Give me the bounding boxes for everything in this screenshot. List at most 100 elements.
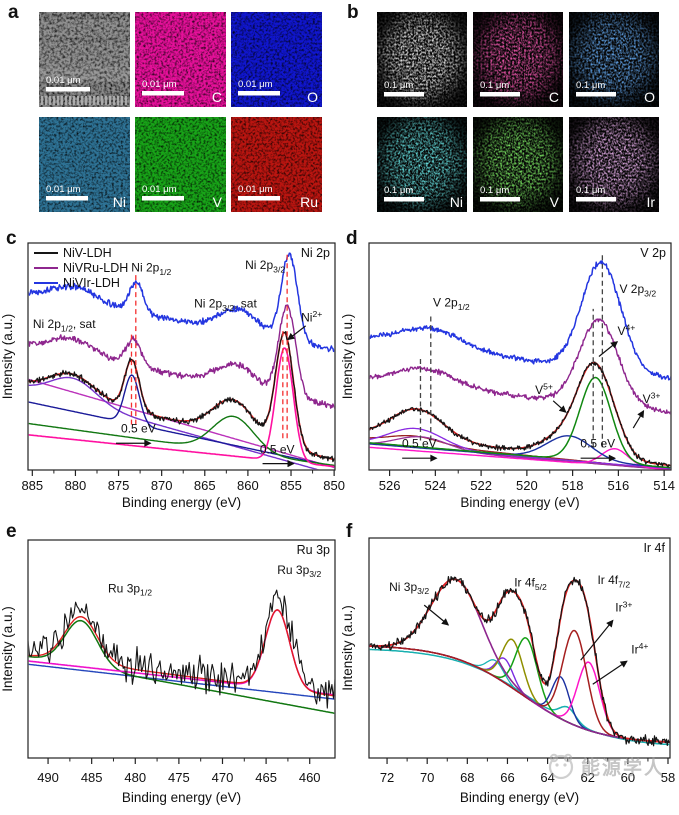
- x-tick-f-62: 62: [580, 770, 594, 785]
- annotation-f-3: Ir3+: [615, 599, 632, 614]
- x-tick-e-470: 470: [212, 770, 234, 785]
- curve-d-v5plus-fit: [369, 435, 671, 469]
- x-tick-d-522: 522: [470, 478, 492, 493]
- eds-map-tile-Ru-a: 0.01 μm Ru: [231, 117, 322, 212]
- curve-e-envelope: [28, 609, 335, 697]
- panel-letter-b: b: [347, 2, 359, 23]
- eds-map-tile-Ni-b: 0.1 μm Ni: [377, 117, 467, 212]
- annotation-d-6: 0.5 eV: [580, 436, 615, 450]
- x-tick-c-865: 865: [194, 478, 216, 493]
- eds-map-tile-Ir-b: 0.1 μm Ir: [569, 117, 659, 212]
- curve-d-NiVIr-LDH: [369, 260, 671, 381]
- curve-d-NiVRu-LDH: [369, 318, 671, 415]
- svg-text:0.01 μm: 0.01 μm: [46, 184, 81, 195]
- x-tick-c-850: 850: [323, 478, 345, 493]
- annotation-c-4: Ni2+: [301, 309, 322, 324]
- element-label-Ni: Ni: [450, 194, 463, 210]
- annotation-e-0: Ru 3p1/2: [108, 581, 152, 597]
- annotation-c-1: Ni 2p3/2, sat: [194, 297, 257, 313]
- panel-letter-a: a: [8, 2, 19, 23]
- panel-d-xps-v2p: V 2p1/2 V 2p3/2 V5+ V4+ V3+ 0.5 eV 0.5 eV V 2p 5…: [340, 242, 675, 510]
- curve-c-NiV-LDH: [28, 330, 335, 463]
- annotation-d-5: 0.5 eV: [402, 436, 437, 450]
- element-label-V: V: [213, 194, 223, 210]
- x-tick-d-520: 520: [516, 478, 538, 493]
- eds-map-tile-O-a: 0.01 μm O: [231, 12, 322, 107]
- element-label-C: C: [212, 89, 222, 105]
- curve-f-comp-violet: [369, 645, 670, 743]
- curve-c-ni-2p12-fit: [28, 374, 335, 468]
- curve-d-v3plus-fit: [369, 446, 671, 470]
- svg-text:0.01 μm: 0.01 μm: [238, 184, 273, 195]
- x-tick-f-60: 60: [621, 770, 635, 785]
- annotation-d-2: V5+: [535, 382, 553, 397]
- curve-d-sat-fit-2: [369, 436, 670, 470]
- x-tick-e-485: 485: [81, 770, 103, 785]
- x-tick-e-475: 475: [168, 770, 190, 785]
- y-axis-label-d: Intensity (a.u.): [340, 314, 355, 400]
- x-tick-c-860: 860: [237, 478, 259, 493]
- svg-text:0.01 μm: 0.01 μm: [46, 75, 81, 86]
- curve-d-sat-fit-1: [369, 427, 671, 470]
- x-axis-label-c: Binding energy (eV): [122, 495, 241, 510]
- x-tick-f-64: 64: [540, 770, 554, 785]
- element-label-V: V: [550, 194, 560, 210]
- eds-map-tile-tem-b: 0.1 μm: [377, 12, 467, 107]
- panel-letter-e: e: [6, 521, 17, 542]
- eds-map-tile-C-b: 0.1 μm C: [473, 12, 563, 107]
- svg-text:0.1 μm: 0.1 μm: [480, 80, 509, 91]
- curve-c-NiVRu-LDH: [28, 304, 335, 409]
- annotation-arrow-d-1: [598, 341, 619, 357]
- panel-letter-c: c: [6, 228, 17, 249]
- x-tick-f-58: 58: [661, 770, 675, 785]
- annotation-d-1: V 2p3/2: [619, 282, 656, 298]
- legend-label-NiV-LDH: NiV-LDH: [63, 246, 112, 260]
- x-tick-d-518: 518: [562, 478, 584, 493]
- annotation-c-2: Ni 2p3/2: [245, 258, 285, 274]
- annotation-c-6: 0.5 eV: [260, 443, 295, 457]
- curve-d-v4plus-fit: [369, 376, 671, 469]
- element-label-O: O: [644, 89, 655, 105]
- y-axis-label-f: Intensity (a.u.): [340, 605, 355, 691]
- x-axis-label-d: Binding energy (eV): [460, 495, 579, 510]
- annotation-f-0: Ni 3p3/2: [389, 580, 429, 596]
- x-tick-f-72: 72: [380, 770, 394, 785]
- x-tick-c-875: 875: [108, 478, 130, 493]
- curve-c-NiVIr-LDH: [28, 252, 335, 353]
- panel-e-xps-ru3p: Ru 3p1/2 Ru 3p3/2 Ru 3p 490 485 480 475 470 465 4…: [0, 539, 336, 805]
- legend-label-NiVRu-LDH: NiVRu-LDH: [63, 261, 128, 275]
- corner-label-d: V 2p: [640, 246, 666, 260]
- element-label-Ir: Ir: [646, 194, 655, 210]
- svg-text:0.01 μm: 0.01 μm: [142, 79, 177, 90]
- annotation-arrow-f-2: [592, 660, 628, 685]
- x-tick-f-68: 68: [460, 770, 474, 785]
- plot-frame-f: [368, 537, 671, 759]
- element-label-Ru: Ru: [300, 194, 318, 210]
- eds-map-tile-V-a: 0.01 μm V: [135, 117, 226, 212]
- x-tick-c-880: 880: [65, 478, 87, 493]
- panel-letter-d: d: [346, 228, 358, 249]
- curve-e-NiVRu-data: [28, 589, 335, 709]
- x-tick-c-870: 870: [151, 478, 173, 493]
- annotation-f-2: Ir 4f7/2: [597, 573, 630, 589]
- curve-d-NiV-LDH: [369, 361, 671, 468]
- annotation-c-0: Ni 2p1/2: [131, 260, 171, 276]
- svg-text:0.1 μm: 0.1 μm: [480, 185, 509, 196]
- x-axis-label-e: Binding energy (eV): [122, 790, 241, 805]
- annotation-c-3: Ni 2p1/2, sat: [33, 317, 96, 333]
- annotation-f-1: Ir 4f5/2: [514, 575, 547, 591]
- plot-frame-d: [368, 242, 672, 471]
- panel-c-xps-ni2p: Ni 2p1/2 Ni 2p3/2, sat Ni 2p3/2 Ni 2p1/2, s…: [0, 242, 345, 510]
- curve-f-comp-teal: [369, 645, 670, 743]
- curve-c-sat-2p32-fit: [28, 415, 335, 467]
- svg-text:0.1 μm: 0.1 μm: [576, 80, 605, 91]
- curve-f-ir4plus-fit: [369, 645, 670, 743]
- panel-f-xps-ir4f: Ni 3p3/2 Ir 4f5/2 Ir 4f7/2 Ir3+ Ir4+ Ir 4f 72 7…: [340, 537, 675, 805]
- curve-f-comp-navy: [369, 645, 670, 743]
- x-tick-f-70: 70: [420, 770, 434, 785]
- curve-c-envelope: [28, 331, 335, 461]
- annotation-f-4: Ir4+: [631, 641, 648, 656]
- panel-a-eds-maps: 0.01 μm 0.01 μm C 0.01 μm O 0.01 μm Ni 0.01 μm V…: [0, 0, 339, 222]
- x-tick-f-66: 66: [500, 770, 514, 785]
